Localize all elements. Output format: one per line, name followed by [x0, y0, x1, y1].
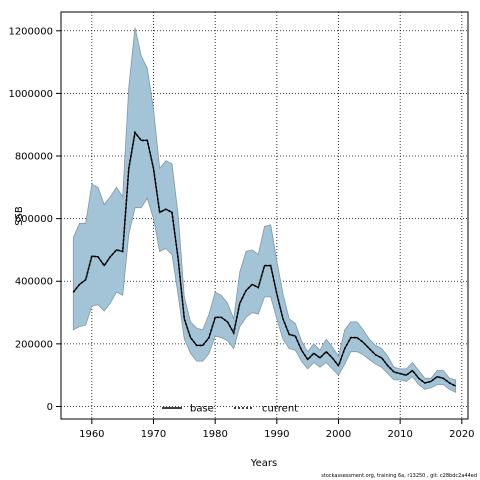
- y-tick-label: 400000: [15, 277, 53, 288]
- plot-frame: [60, 11, 469, 420]
- y-tick-label: 0: [47, 402, 53, 413]
- grid-lines: [61, 12, 468, 419]
- x-tick-label: 1960: [79, 429, 104, 440]
- confidence-band: [72, 27, 457, 394]
- x-tick-label: 2000: [326, 429, 351, 440]
- x-tick-label: 1970: [141, 429, 166, 440]
- confidence-band-area: [72, 27, 457, 394]
- x-tick-label: 1990: [264, 429, 289, 440]
- y-tick-label: 600000: [15, 214, 53, 225]
- series-line-current: [72, 130, 457, 387]
- series-lines: [72, 130, 457, 387]
- legend-label-base: base: [190, 404, 214, 415]
- y-tick-label: 200000: [15, 339, 53, 350]
- x-tick-label: 2020: [449, 429, 474, 440]
- legend-label-current: current: [262, 404, 298, 415]
- y-axis-title: SSB: [14, 206, 25, 226]
- x-axis-title: Years: [250, 458, 277, 469]
- y-tick-label: 1200000: [8, 26, 53, 37]
- y-tick-label: 800000: [15, 152, 53, 163]
- axes: 1960 1970 1980 1990 2000 2010 2020 0 200000 40000…: [8, 26, 474, 440]
- y-tick-label: 1000000: [8, 89, 53, 100]
- footer-credit: stockassessment.org, training 6a, r13250…: [321, 473, 477, 479]
- legend: base current: [162, 404, 298, 415]
- x-tick-label: 2010: [387, 429, 412, 440]
- x-tick-label: 1980: [202, 429, 227, 440]
